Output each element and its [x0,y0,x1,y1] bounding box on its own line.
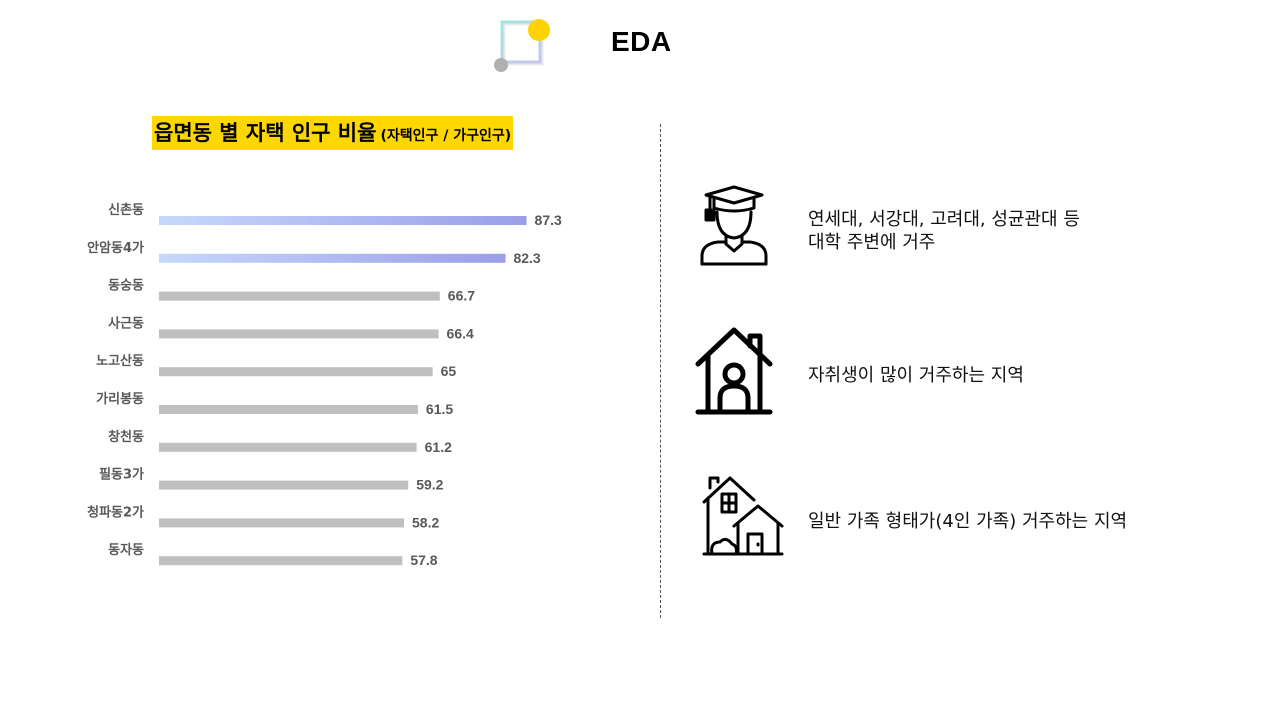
bar-chart: 신촌동 87.3 안암동4가 82.3 동숭동 66.7 사근동 66.4 노고산동 65 가리봉동… [87,203,562,568]
category-label: 가리봉동 [96,391,144,407]
category-label: 안암동4가 [87,240,144,256]
bar [159,480,409,490]
house-person-icon [695,327,773,415]
insight-line: 일반 가족 형태가(4인 가족) 거주하는 지역 [808,511,1128,532]
family-house-icon [702,476,784,556]
value-label: 59.2 [416,477,443,493]
category-label: 청파동2가 [87,504,144,520]
category-label: 창천동 [108,429,144,445]
divider [660,124,661,618]
bar [159,556,403,566]
insight-text-3: 일반 가족 형태가(4인 가족) 거주하는 지역 [808,510,1127,533]
insight-text-1: 연세대, 서강대, 고려대, 성균관대 등 대학 주변에 거주 [808,208,1080,254]
insight-line: 대학 주변에 거주 [808,232,936,253]
chart-title: 읍면동 별 자택 인구 비율 (자택인구 / 가구인구) [152,116,514,150]
category-label: 노고산동 [96,353,144,369]
category-label: 동자동 [108,543,144,558]
bar [159,329,439,339]
value-label: 61.2 [425,439,452,455]
logo-icon [494,19,550,72]
insight-line: 연세대, 서강대, 고려대, 성균관대 등 [808,209,1080,230]
category-label: 신촌동 [108,203,144,218]
insight-text-2: 자취생이 많이 거주하는 지역 [808,364,1024,387]
chart-title-main: 읍면동 별 자택 인구 비율 [154,121,377,145]
category-label: 사근동 [108,315,144,331]
value-label: 66.4 [447,325,474,341]
bar [159,405,418,414]
chart-title-sub: (자택인구 / 가구인구) [380,128,512,144]
value-label: 65 [441,363,457,379]
category-label: 동숭동 [108,279,144,294]
bar [159,291,440,301]
bar [159,367,433,377]
insight-line: 자취생이 많이 거주하는 지역 [808,365,1024,386]
value-label: 61.5 [426,401,453,417]
bar [159,253,506,263]
value-label: 66.7 [448,288,475,304]
value-label: 57.8 [410,552,437,568]
value-label: 82.3 [513,250,540,266]
value-label: 58.2 [412,514,439,530]
page-title: EDA [611,26,672,57]
bar [159,216,527,225]
graduate-icon [700,185,768,266]
bar [159,442,417,452]
bar [159,518,405,528]
value-label: 87.3 [535,212,562,228]
category-label: 필동3가 [99,468,144,483]
